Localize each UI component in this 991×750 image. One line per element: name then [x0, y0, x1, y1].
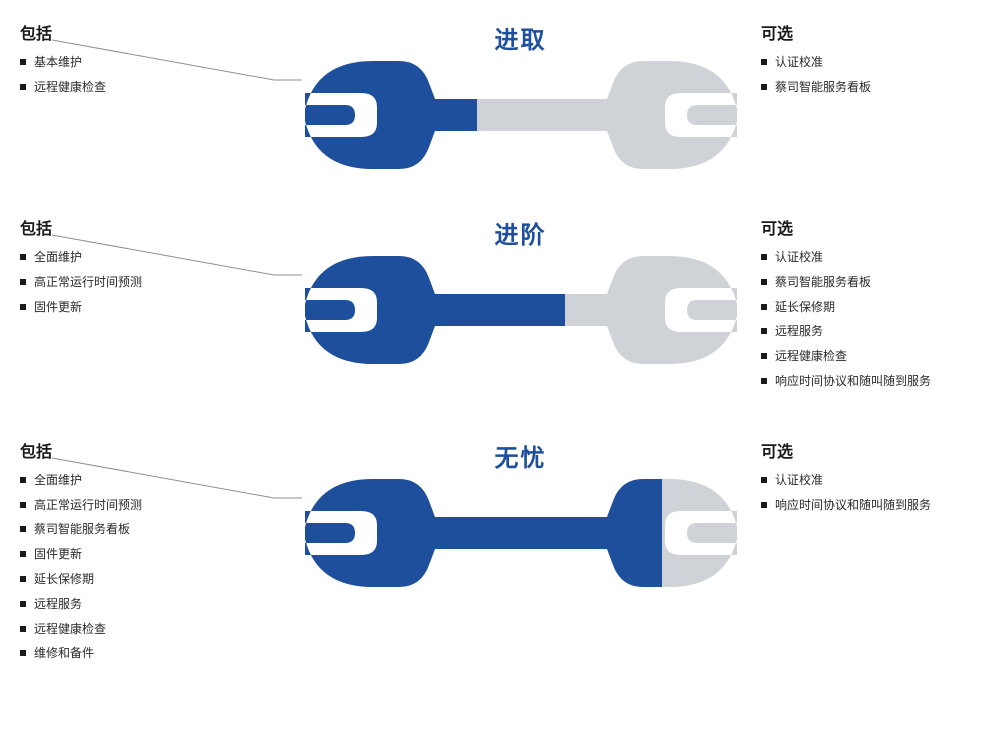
wrench-icon [301, 250, 741, 370]
list-item: 远程健康检查 [20, 621, 280, 638]
optional-heading: 可选 [761, 20, 971, 44]
optional-column: 可选认证校准响应时间协议和随叫随到服务 [761, 438, 971, 522]
included-heading: 包括 [20, 215, 280, 239]
list-item: 全面维护 [20, 249, 280, 266]
list-item: 全面维护 [20, 472, 280, 489]
list-item: 认证校准 [761, 54, 971, 71]
tier-title: 进取 [495, 20, 547, 55]
included-list: 全面维护高正常运行时间预测蔡司智能服务看板固件更新延长保修期远程服务远程健康检查… [20, 472, 280, 662]
included-column: 包括全面维护高正常运行时间预测蔡司智能服务看板固件更新延长保修期远程服务远程健康… [20, 438, 280, 670]
list-item: 蔡司智能服务看板 [20, 521, 280, 538]
list-item: 延长保修期 [20, 571, 280, 588]
list-item: 高正常运行时间预测 [20, 497, 280, 514]
list-item: 固件更新 [20, 546, 280, 563]
list-item: 固件更新 [20, 299, 280, 316]
list-item: 远程服务 [761, 323, 971, 340]
optional-heading: 可选 [761, 215, 971, 239]
list-item: 认证校准 [761, 472, 971, 489]
tier-row: 包括基本维护远程健康检查 进取 可选认证校准蔡司智能服务看板 [20, 20, 971, 175]
list-item: 蔡司智能服务看板 [761, 79, 971, 96]
tier-title: 无忧 [495, 438, 547, 473]
included-heading: 包括 [20, 438, 280, 462]
tier-row: 包括全面维护高正常运行时间预测固件更新 进阶 可选认证校准蔡司智能服务看板延长保… [20, 215, 971, 398]
included-list: 全面维护高正常运行时间预测固件更新 [20, 249, 280, 315]
included-column: 包括基本维护远程健康检查 [20, 20, 280, 104]
tier-center: 无忧 [280, 438, 761, 593]
list-item: 响应时间协议和随叫随到服务 [761, 497, 971, 514]
optional-list: 认证校准响应时间协议和随叫随到服务 [761, 472, 971, 514]
list-item: 远程健康检查 [761, 348, 971, 365]
list-item: 蔡司智能服务看板 [761, 274, 971, 291]
infographic-root: 包括基本维护远程健康检查 进取 可选认证校准蔡司智能服务看板包括全面维护高正常运… [20, 20, 971, 670]
tier-center: 进取 [280, 20, 761, 175]
optional-list: 认证校准蔡司智能服务看板 [761, 54, 971, 96]
list-item: 远程服务 [20, 596, 280, 613]
included-column: 包括全面维护高正常运行时间预测固件更新 [20, 215, 280, 323]
optional-column: 可选认证校准蔡司智能服务看板延长保修期远程服务远程健康检查响应时间协议和随叫随到… [761, 215, 971, 398]
wrench-icon [301, 473, 741, 593]
optional-heading: 可选 [761, 438, 971, 462]
optional-column: 可选认证校准蔡司智能服务看板 [761, 20, 971, 104]
tier-center: 进阶 [280, 215, 761, 370]
list-item: 远程健康检查 [20, 79, 280, 96]
list-item: 认证校准 [761, 249, 971, 266]
tier-row: 包括全面维护高正常运行时间预测蔡司智能服务看板固件更新延长保修期远程服务远程健康… [20, 438, 971, 670]
list-item: 响应时间协议和随叫随到服务 [761, 373, 971, 390]
list-item: 基本维护 [20, 54, 280, 71]
included-list: 基本维护远程健康检查 [20, 54, 280, 96]
optional-list: 认证校准蔡司智能服务看板延长保修期远程服务远程健康检查响应时间协议和随叫随到服务 [761, 249, 971, 390]
tier-title: 进阶 [495, 215, 547, 250]
wrench-icon [301, 55, 741, 175]
list-item: 延长保修期 [761, 299, 971, 316]
included-heading: 包括 [20, 20, 280, 44]
list-item: 高正常运行时间预测 [20, 274, 280, 291]
list-item: 维修和备件 [20, 645, 280, 662]
